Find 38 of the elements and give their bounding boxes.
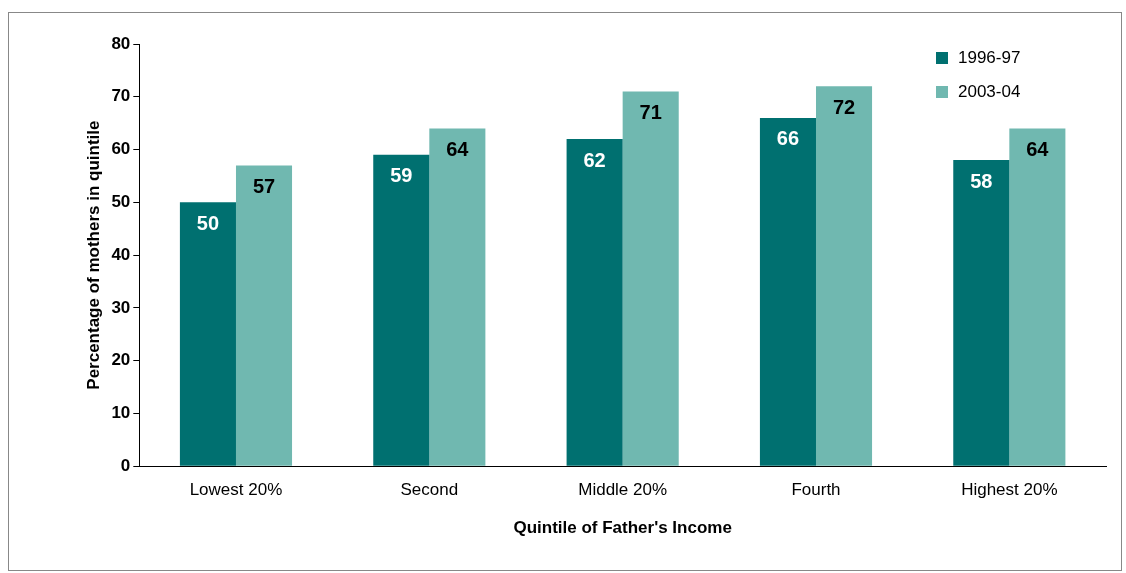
x-axis-title: Quintile of Father's Income xyxy=(513,518,732,538)
data-label: 57 xyxy=(252,174,276,197)
data-label: 62 xyxy=(583,148,606,171)
bar xyxy=(953,160,1010,466)
bar xyxy=(373,154,430,466)
y-axis-title: Percentage of mothers in quintile xyxy=(83,120,103,390)
data-label: 64 xyxy=(1026,137,1050,160)
x-tick-label: Middle 20% xyxy=(578,480,668,500)
data-label: 66 xyxy=(776,127,800,150)
x-tick-label: Highest 20% xyxy=(961,480,1058,500)
data-label: 50 xyxy=(196,211,220,234)
bar xyxy=(622,91,679,466)
y-tick-label: 70 xyxy=(111,86,131,106)
data-label: 58 xyxy=(970,169,993,192)
bar xyxy=(759,117,816,466)
y-tick-label: 40 xyxy=(111,244,131,264)
bar xyxy=(815,86,873,466)
y-tick-label: 50 xyxy=(111,192,131,212)
bar xyxy=(566,139,623,466)
data-label: 64 xyxy=(446,137,470,160)
data-label: 72 xyxy=(832,95,856,118)
y-tick-label: 20 xyxy=(111,350,131,370)
y-tick-label: 80 xyxy=(111,33,131,53)
y-tick-label: 10 xyxy=(111,403,131,423)
x-tick-label: Lowest 20% xyxy=(189,480,283,500)
data-label: 71 xyxy=(639,101,662,124)
bar xyxy=(179,202,236,466)
data-label: 59 xyxy=(390,164,413,187)
legend-label: 1996-97 xyxy=(958,47,1021,67)
y-tick-label: 60 xyxy=(111,139,131,159)
y-tick-label: 30 xyxy=(111,297,131,317)
legend-label: 2003-04 xyxy=(958,81,1021,101)
x-tick-label: Second xyxy=(400,480,459,500)
bar xyxy=(1009,128,1066,466)
bar xyxy=(429,128,486,466)
y-tick-label: 0 xyxy=(120,455,131,475)
bar xyxy=(235,165,293,466)
x-tick-label: Fourth xyxy=(791,480,841,500)
